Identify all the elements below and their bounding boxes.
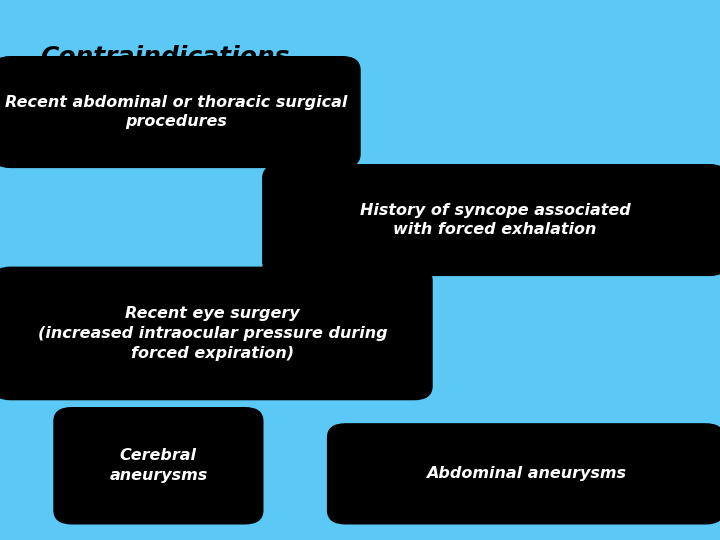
FancyBboxPatch shape xyxy=(328,424,720,524)
Text: Contraindications: Contraindications xyxy=(40,45,289,69)
Text: Recent abdominal or thoracic surgical
procedures: Recent abdominal or thoracic surgical pr… xyxy=(5,94,348,130)
Text: Recent eye surgery
(increased intraocular pressure during
forced expiration): Recent eye surgery (increased intraocula… xyxy=(37,306,387,361)
Text: Abdominal aneurysms: Abdominal aneurysms xyxy=(426,467,626,481)
FancyBboxPatch shape xyxy=(263,165,720,275)
FancyBboxPatch shape xyxy=(54,408,263,524)
FancyBboxPatch shape xyxy=(0,267,432,400)
Text: Cerebral
aneurysms: Cerebral aneurysms xyxy=(109,448,207,483)
Text: History of syncope associated
with forced exhalation: History of syncope associated with force… xyxy=(359,202,631,238)
FancyBboxPatch shape xyxy=(0,57,360,167)
